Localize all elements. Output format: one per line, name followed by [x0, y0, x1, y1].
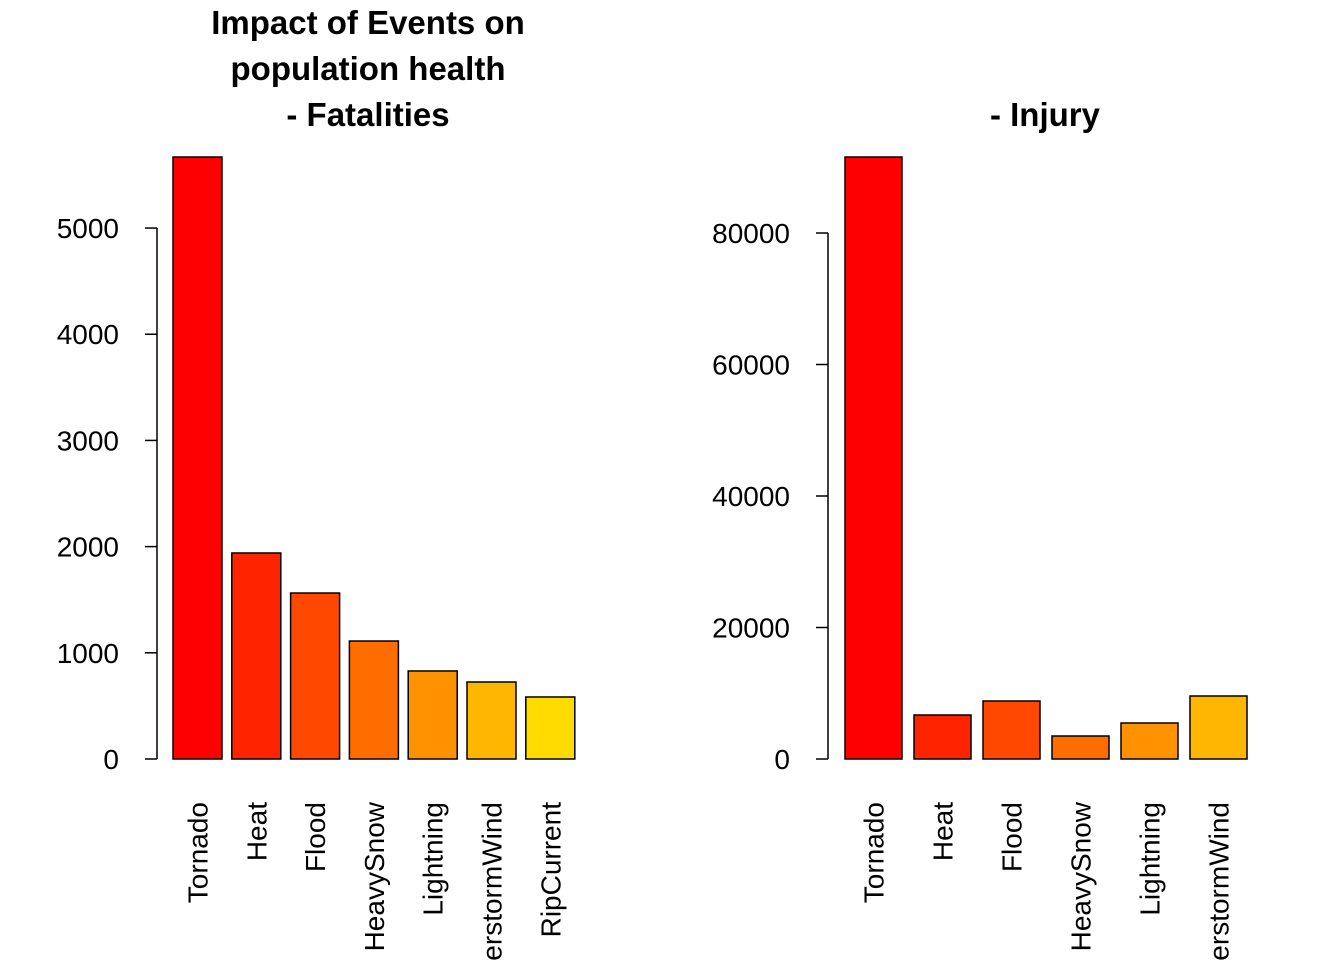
chart-title: - Injury [990, 96, 1101, 133]
x-tick-label: HeavySnow [359, 801, 390, 951]
x-tick-label: Tornado [859, 802, 890, 903]
x-tick-label: Flood [997, 802, 1028, 872]
y-tick-label: 1000 [57, 638, 119, 669]
bar [466, 681, 517, 760]
bar [982, 700, 1041, 760]
chart-title: Impact of Events on [211, 4, 525, 41]
bar [231, 552, 282, 760]
chart-title: population health [231, 50, 506, 87]
x-tick-label: Tornado [183, 802, 214, 903]
y-tick-label: 80000 [712, 218, 790, 249]
x-tick-label: Lightning [1135, 802, 1166, 916]
x-tick-label: Lightning [418, 802, 449, 916]
y-tick-label: 5000 [57, 213, 119, 244]
x-tick-label: ThunderstormWind [477, 802, 508, 960]
y-tick-label: 0 [774, 744, 790, 775]
y-tick-label: 3000 [57, 425, 119, 456]
y-tick-label: 4000 [57, 319, 119, 350]
x-tick-label: Flood [300, 802, 331, 872]
x-tick-label: ThunderstormWind [1204, 802, 1235, 960]
bar [1189, 695, 1248, 760]
bar [913, 714, 972, 760]
chart-title: - Fatalities [286, 96, 449, 133]
bar [1120, 722, 1179, 760]
y-tick-label: 2000 [57, 532, 119, 563]
bar [172, 156, 223, 760]
x-tick-label: Heat [241, 802, 272, 861]
y-tick-label: 40000 [712, 481, 790, 512]
y-tick-label: 20000 [712, 613, 790, 644]
y-tick-label: 60000 [712, 350, 790, 381]
bar [289, 592, 341, 760]
bar [407, 670, 458, 760]
bar [348, 640, 400, 760]
bar [844, 156, 903, 760]
bar [1051, 735, 1110, 760]
x-tick-label: Heat [928, 802, 959, 861]
bar [525, 696, 576, 760]
y-tick-label: 0 [103, 744, 119, 775]
x-tick-label: HeavySnow [1066, 801, 1097, 951]
x-tick-label: RipCurrent [535, 802, 566, 938]
